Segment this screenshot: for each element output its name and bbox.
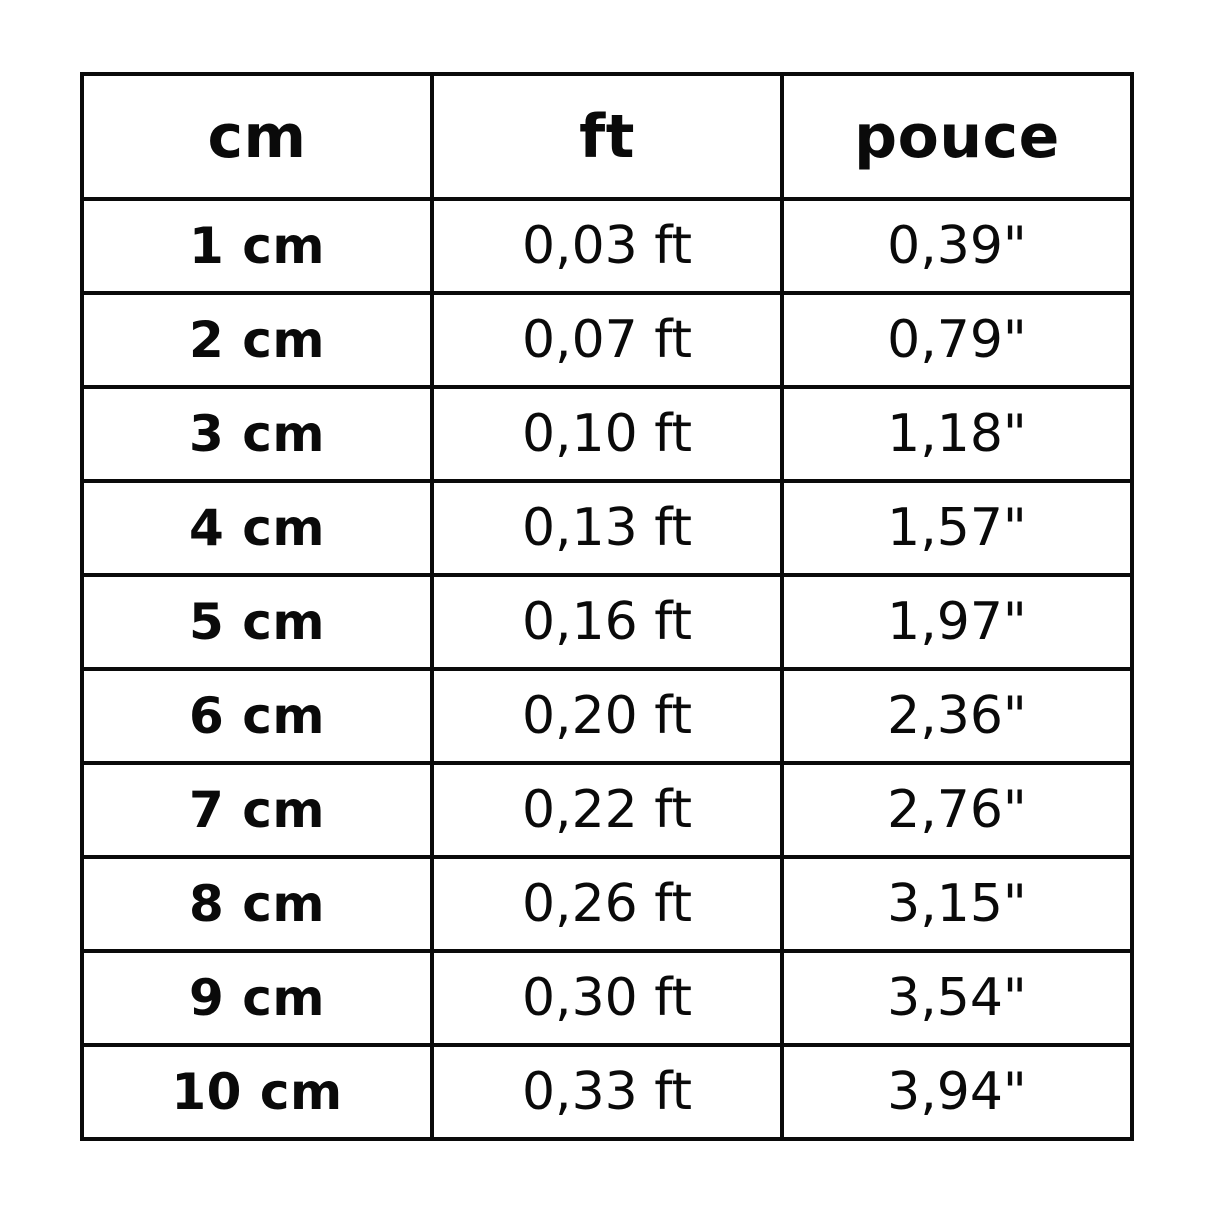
cell-ft: 0,03 ft: [430, 197, 784, 295]
cell-pouce: 1,97": [780, 573, 1134, 671]
cell-ft: 0,30 ft: [430, 949, 784, 1047]
cell-pouce: 3,54": [780, 949, 1134, 1047]
cell-cm: 4 cm: [80, 479, 434, 577]
cell-pouce: 2,36": [780, 667, 1134, 765]
cell-ft: 0,26 ft: [430, 855, 784, 953]
header-cell-cm: cm: [80, 72, 434, 201]
header-cell-pouce: pouce: [780, 72, 1134, 201]
cell-pouce: 1,57": [780, 479, 1134, 577]
cell-pouce: 3,15": [780, 855, 1134, 953]
cm-ft-pouce-conversion-table: cm ft pouce 1 cm 0,03 ft 0,39" 2 cm 0,07…: [80, 72, 1134, 1141]
header-row: cm ft pouce: [80, 72, 1134, 201]
table-row: 7 cm 0,22 ft 2,76": [80, 761, 1134, 859]
table-row: 10 cm 0,33 ft 3,94": [80, 1043, 1134, 1141]
table-body: 1 cm 0,03 ft 0,39" 2 cm 0,07 ft 0,79" 3 …: [80, 197, 1134, 1141]
cell-ft: 0,07 ft: [430, 291, 784, 389]
cell-ft: 0,16 ft: [430, 573, 784, 671]
cell-cm: 6 cm: [80, 667, 434, 765]
cell-pouce: 2,76": [780, 761, 1134, 859]
table-row: 6 cm 0,20 ft 2,36": [80, 667, 1134, 765]
cell-cm: 8 cm: [80, 855, 434, 953]
cell-cm: 7 cm: [80, 761, 434, 859]
cell-cm: 10 cm: [80, 1043, 434, 1141]
table-row: 1 cm 0,03 ft 0,39": [80, 197, 1134, 295]
cell-pouce: 1,18": [780, 385, 1134, 483]
table-row: 4 cm 0,13 ft 1,57": [80, 479, 1134, 577]
cell-ft: 0,13 ft: [430, 479, 784, 577]
table-row: 9 cm 0,30 ft 3,54": [80, 949, 1134, 1047]
cell-cm: 3 cm: [80, 385, 434, 483]
cell-cm: 2 cm: [80, 291, 434, 389]
cell-ft: 0,33 ft: [430, 1043, 784, 1141]
table-row: 8 cm 0,26 ft 3,15": [80, 855, 1134, 953]
cell-pouce: 3,94": [780, 1043, 1134, 1141]
cell-ft: 0,22 ft: [430, 761, 784, 859]
table-row: 5 cm 0,16 ft 1,97": [80, 573, 1134, 671]
cell-pouce: 0,79": [780, 291, 1134, 389]
table-row: 3 cm 0,10 ft 1,18": [80, 385, 1134, 483]
cell-pouce: 0,39": [780, 197, 1134, 295]
table-row: 2 cm 0,07 ft 0,79": [80, 291, 1134, 389]
cell-ft: 0,20 ft: [430, 667, 784, 765]
cell-cm: 1 cm: [80, 197, 434, 295]
cell-cm: 9 cm: [80, 949, 434, 1047]
table-header: cm ft pouce: [80, 72, 1134, 201]
header-cell-ft: ft: [430, 72, 784, 201]
cell-ft: 0,10 ft: [430, 385, 784, 483]
cell-cm: 5 cm: [80, 573, 434, 671]
